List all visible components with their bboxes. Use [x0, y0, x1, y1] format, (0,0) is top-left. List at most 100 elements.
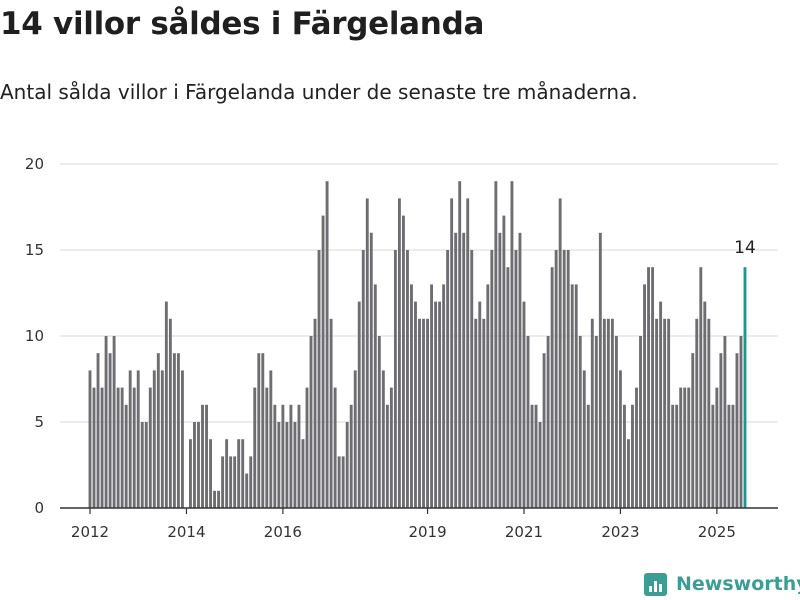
bar: [614, 336, 618, 508]
bar: [514, 250, 518, 508]
y-tick-label: 0: [34, 499, 44, 517]
bar: [261, 353, 265, 508]
bar: [442, 284, 446, 508]
bar: [623, 404, 626, 508]
page-subtitle: Antal sålda villor i Färgelanda under de…: [0, 80, 638, 104]
bar: [229, 456, 233, 508]
bar: [88, 370, 92, 508]
bar: [679, 387, 683, 508]
bar: [172, 353, 176, 508]
bar: [450, 198, 454, 508]
bar: [703, 301, 707, 508]
bar-highlight: [743, 267, 747, 508]
bar: [285, 422, 289, 508]
bar: [333, 387, 337, 508]
bar: [458, 181, 462, 508]
bar: [643, 284, 646, 508]
bar: [397, 198, 401, 508]
bar: [217, 490, 221, 508]
bar: [610, 318, 614, 508]
bar: [434, 301, 438, 508]
bar: [297, 404, 301, 508]
bar: [594, 336, 598, 508]
bar: [542, 353, 546, 508]
bar: [635, 387, 638, 508]
bar: [647, 267, 650, 508]
bar: [723, 336, 727, 508]
bar: [631, 404, 634, 508]
bar: [655, 318, 659, 508]
x-tick-label: 2016: [264, 523, 302, 541]
bar: [711, 404, 715, 508]
bar: [494, 181, 498, 508]
bar: [201, 404, 204, 508]
bar: [502, 215, 506, 508]
bar: [639, 336, 642, 508]
bar: [265, 387, 269, 508]
bar: [377, 336, 381, 508]
bar: [249, 456, 253, 508]
bar: [578, 336, 582, 508]
bar: [293, 422, 297, 508]
bar: [341, 456, 345, 508]
bar: [582, 370, 586, 508]
bar: [486, 284, 490, 508]
bar: [152, 370, 156, 508]
bar: [205, 404, 208, 508]
bar: [430, 284, 434, 508]
bar: [321, 215, 325, 508]
bar: [337, 456, 341, 508]
bar: [148, 387, 152, 508]
bar: [490, 250, 494, 508]
bar: [120, 387, 124, 508]
bar: [683, 387, 687, 508]
bar: [369, 232, 373, 509]
x-tick-label: 2019: [408, 523, 446, 541]
bar: [132, 387, 136, 508]
bar: [739, 336, 743, 508]
bar: [727, 404, 731, 508]
x-tick-label: 2023: [601, 523, 639, 541]
bar: [426, 318, 429, 508]
bar-chart: 0 5 10 15 20 2012 2014 2016 2019 2021 2023 2025 14: [25, 155, 778, 541]
bar: [574, 284, 578, 508]
bar: [462, 232, 466, 509]
labels: 0 5 10 15 20 2012 2014 2016 2019 2021 2023 2025 14: [25, 155, 756, 541]
bar: [381, 370, 385, 508]
bar: [618, 370, 622, 508]
bar: [108, 353, 112, 508]
bar: [554, 250, 558, 508]
bar: [506, 267, 510, 508]
bar: [349, 404, 353, 508]
bar: [562, 250, 566, 508]
bar: [446, 250, 450, 508]
bar: [454, 232, 458, 509]
brand-name: Newsworthy: [676, 573, 800, 595]
bar: [361, 250, 365, 508]
y-tick-label: 5: [34, 413, 44, 431]
bar: [289, 404, 293, 508]
page-title: 14 villor såldes i Färgelanda: [0, 6, 485, 42]
bar: [301, 439, 305, 508]
x-tick-label: 2025: [698, 523, 736, 541]
bar: [534, 404, 538, 508]
y-tick-label: 15: [25, 241, 44, 259]
bar: [160, 370, 164, 508]
bar: [144, 422, 148, 508]
bar: [695, 318, 699, 508]
bar: [401, 215, 405, 508]
y-tick-label: 10: [25, 327, 44, 345]
bar: [233, 456, 237, 508]
bar: [731, 404, 735, 508]
bar: [189, 439, 192, 508]
bar: [277, 422, 281, 508]
x-tick-label: 2012: [71, 523, 109, 541]
bar: [510, 181, 514, 508]
bar: [164, 301, 168, 508]
bar: [140, 422, 144, 508]
bar: [112, 336, 116, 508]
bar: [373, 284, 377, 508]
bar: [221, 456, 225, 508]
bar: [253, 387, 257, 508]
bar: [176, 353, 180, 508]
